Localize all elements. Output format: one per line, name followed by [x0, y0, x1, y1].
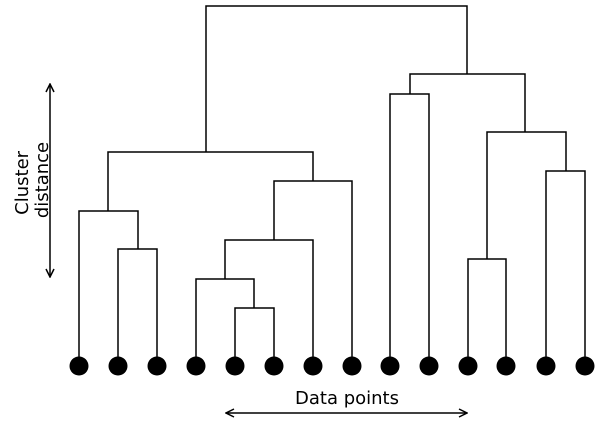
data-point	[536, 356, 556, 376]
data-point	[147, 356, 167, 376]
branch-right-main	[409, 73, 526, 132]
data-point	[342, 356, 362, 376]
dendrogram-branches	[78, 5, 586, 363]
data-point	[575, 356, 595, 376]
branch-mid-b	[195, 278, 255, 363]
branch-right-c	[467, 258, 507, 363]
y-axis-label-line-1: Cluster	[12, 150, 33, 214]
data-point	[496, 356, 516, 376]
branch-left-a2	[117, 248, 158, 363]
branch-right-b	[486, 131, 567, 259]
data-point	[458, 356, 478, 376]
branch-mid-c	[234, 307, 275, 363]
data-points	[69, 356, 595, 376]
branch-root	[205, 5, 468, 152]
branch-right-a	[389, 93, 430, 363]
data-point	[380, 356, 400, 376]
data-point	[419, 356, 439, 376]
data-point	[108, 356, 128, 376]
data-point	[225, 356, 245, 376]
branch-mid-main	[273, 180, 353, 363]
branch-left-main	[107, 151, 314, 211]
data-point	[186, 356, 206, 376]
y-axis-label-line-2: distance	[32, 142, 53, 218]
x-axis-label: Data points	[295, 388, 399, 409]
branch-mid-a	[224, 239, 314, 363]
data-point	[69, 356, 89, 376]
branch-right-d	[545, 170, 586, 363]
y-axis-label: Cluster distance	[12, 142, 53, 218]
data-point	[303, 356, 323, 376]
data-point	[264, 356, 284, 376]
branch-left-a	[78, 210, 139, 363]
